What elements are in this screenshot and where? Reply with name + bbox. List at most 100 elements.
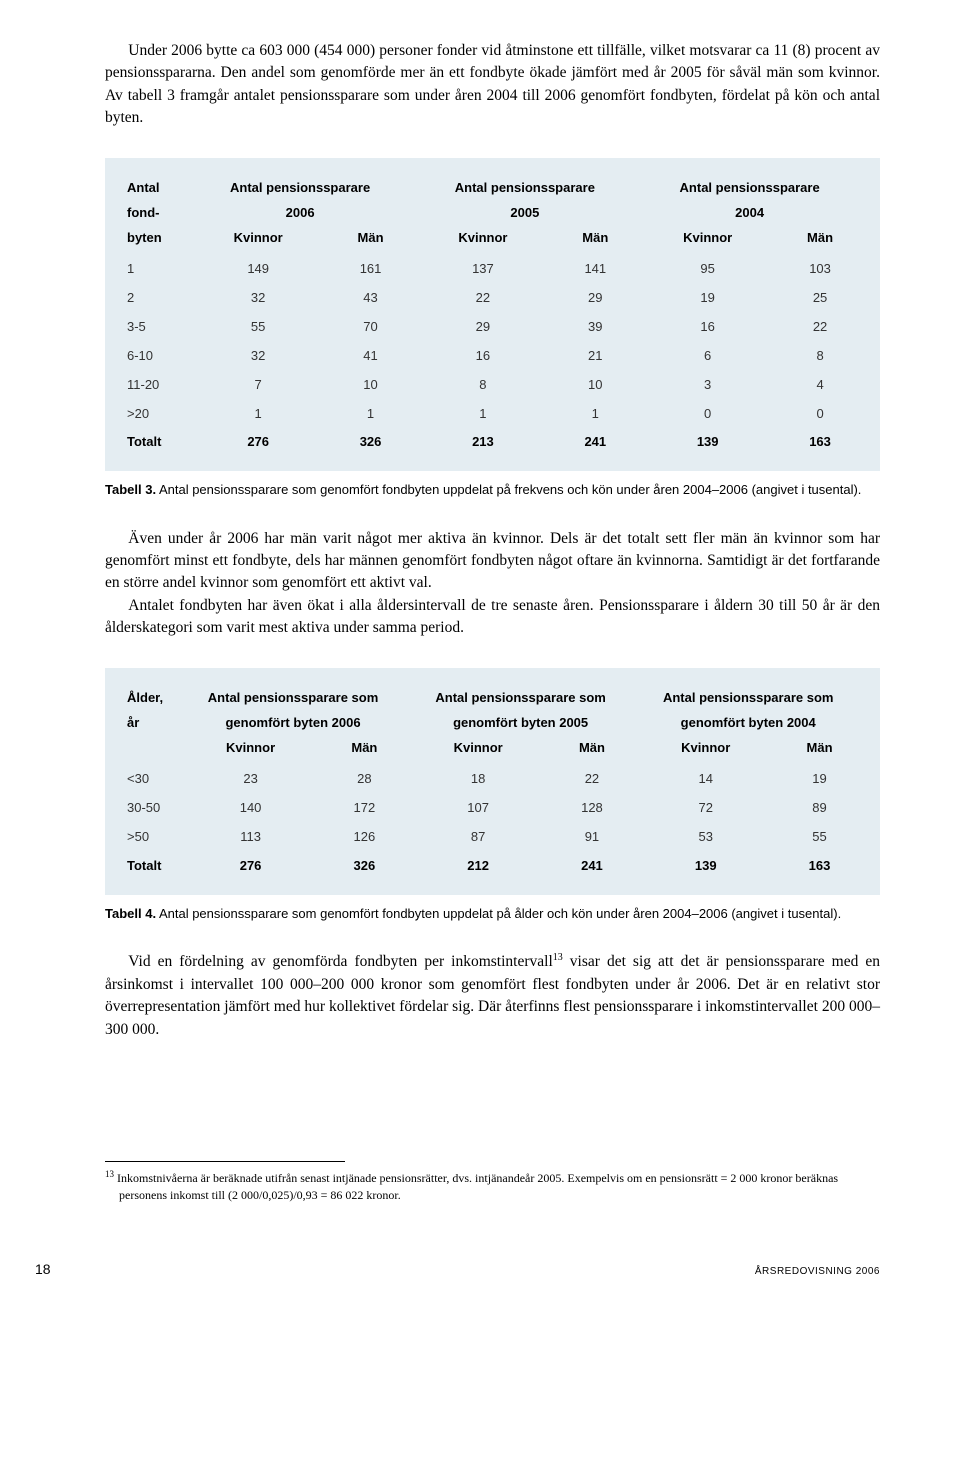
table-cell: 1 <box>188 400 329 429</box>
table-cell: 326 <box>329 428 413 457</box>
table-cell: 0 <box>778 400 862 429</box>
t3-h-g2: Antal pensionssparare <box>412 176 637 201</box>
table-cell: 149 <box>188 250 329 284</box>
t4-h-kv3: Kvinnor <box>634 736 777 761</box>
table-4: Ålder, Antal pensionssparare som Antal p… <box>123 686 862 881</box>
table-cell: 72 <box>634 794 777 823</box>
table-row: >5011312687915355 <box>123 823 862 852</box>
t3-h-kv1: Kvinnor <box>188 226 329 251</box>
footer-title: ÅRSREDOVISNING 2006 <box>755 1265 880 1280</box>
table-cell: 213 <box>412 428 553 457</box>
table-cell: 163 <box>778 428 862 457</box>
table-cell: 1 <box>329 400 413 429</box>
table-cell: 3 <box>637 371 778 400</box>
table-cell: 141 <box>553 250 637 284</box>
t3-h-g3: Antal pensionssparare <box>637 176 862 201</box>
table-cell: 276 <box>188 428 329 457</box>
t4-h-m3: Män <box>777 736 862 761</box>
table-cell: 8 <box>412 371 553 400</box>
t3-h-col1b: fond- <box>123 201 188 226</box>
t4-h-kv1: Kvinnor <box>179 736 322 761</box>
footnote-ref-13: 13 <box>553 952 563 963</box>
table-4-container: Ålder, Antal pensionssparare som Antal p… <box>105 668 880 895</box>
table-cell: 212 <box>407 852 550 881</box>
table-cell: 8 <box>778 342 862 371</box>
table-cell: 107 <box>407 794 550 823</box>
t3-h-g2y: 2005 <box>412 201 637 226</box>
t3-h-g3y: 2004 <box>637 201 862 226</box>
t4-h-m1: Män <box>322 736 407 761</box>
table-cell: 22 <box>778 313 862 342</box>
table-cell: Totalt <box>123 852 179 881</box>
table-cell: >50 <box>123 823 179 852</box>
table-cell: 139 <box>637 428 778 457</box>
t3-h-m3: Män <box>778 226 862 251</box>
table-cell: 137 <box>412 250 553 284</box>
t4-h-g2a: Antal pensionssparare som <box>407 686 635 711</box>
table-row: <30232818221419 <box>123 760 862 794</box>
table-cell: 161 <box>329 250 413 284</box>
caption3-text: Antal pensionssparare som genomfört fond… <box>156 482 861 497</box>
table-cell: <30 <box>123 760 179 794</box>
table-cell: 241 <box>549 852 634 881</box>
table-cell: 140 <box>179 794 322 823</box>
footnote-rule <box>105 1161 345 1162</box>
t3-h-m1: Män <box>329 226 413 251</box>
table-cell: 0 <box>637 400 778 429</box>
table-cell: 23 <box>179 760 322 794</box>
caption4-text: Antal pensionssparare som genomfört fond… <box>156 906 841 921</box>
t3-h-kv3: Kvinnor <box>637 226 778 251</box>
t4-h-col1a: Ålder, <box>123 686 179 711</box>
table-cell: 53 <box>634 823 777 852</box>
table-cell: 55 <box>777 823 862 852</box>
table-cell: 32 <box>188 342 329 371</box>
table-row: 2324322291925 <box>123 284 862 313</box>
table-row: Totalt276326213241139163 <box>123 428 862 457</box>
table-cell: 25 <box>778 284 862 313</box>
table-cell: 41 <box>329 342 413 371</box>
footnote-text: Inkomstnivåerna är beräknade utifrån sen… <box>114 1171 838 1202</box>
t4-h-g2b: genomfört byten 2005 <box>407 711 635 736</box>
table-cell: 172 <box>322 794 407 823</box>
table-cell: 70 <box>329 313 413 342</box>
table-row: >20111100 <box>123 400 862 429</box>
paragraph-4: Vid en fördelning av genomförda fondbyte… <box>105 951 880 1041</box>
table-3-container: Antal Antal pensionssparare Antal pensio… <box>105 158 880 471</box>
table-cell: 21 <box>553 342 637 371</box>
table-cell: 32 <box>188 284 329 313</box>
table-cell: 91 <box>549 823 634 852</box>
t4-h-empty <box>123 736 179 761</box>
table-cell: 128 <box>549 794 634 823</box>
table-cell: 3-5 <box>123 313 188 342</box>
t3-h-g1y: 2006 <box>188 201 413 226</box>
t3-h-kv2: Kvinnor <box>412 226 553 251</box>
table-cell: 10 <box>329 371 413 400</box>
table-cell: 30-50 <box>123 794 179 823</box>
table-cell: 19 <box>637 284 778 313</box>
t4-h-col1b: år <box>123 711 179 736</box>
table-4-caption: Tabell 4. Antal pensionssparare som geno… <box>105 905 880 923</box>
paragraph-3: Antalet fondbyten har även ökat i alla å… <box>105 595 880 640</box>
table-3: Antal Antal pensionssparare Antal pensio… <box>123 176 862 457</box>
table-cell: 163 <box>777 852 862 881</box>
paragraph-2: Även under år 2006 har män varit något m… <box>105 528 880 595</box>
table-cell: 2 <box>123 284 188 313</box>
table-cell: 6-10 <box>123 342 188 371</box>
t3-h-col1a: Antal <box>123 176 188 201</box>
caption3-label: Tabell 3. <box>105 482 156 497</box>
table-cell: 113 <box>179 823 322 852</box>
table-cell: 22 <box>549 760 634 794</box>
table-cell: 22 <box>412 284 553 313</box>
table-cell: 139 <box>634 852 777 881</box>
footnote-num: 13 <box>105 1169 114 1179</box>
table-row: 114916113714195103 <box>123 250 862 284</box>
t4-h-kv2: Kvinnor <box>407 736 550 761</box>
table-cell: 89 <box>777 794 862 823</box>
table-cell: 43 <box>329 284 413 313</box>
table-cell: 276 <box>179 852 322 881</box>
footnote-13: 13 Inkomstnivåerna är beräknade utifrån … <box>105 1168 880 1204</box>
t4-h-g1b: genomfört byten 2006 <box>179 711 407 736</box>
table-cell: 19 <box>777 760 862 794</box>
table-cell: 241 <box>553 428 637 457</box>
table-cell: 16 <box>637 313 778 342</box>
